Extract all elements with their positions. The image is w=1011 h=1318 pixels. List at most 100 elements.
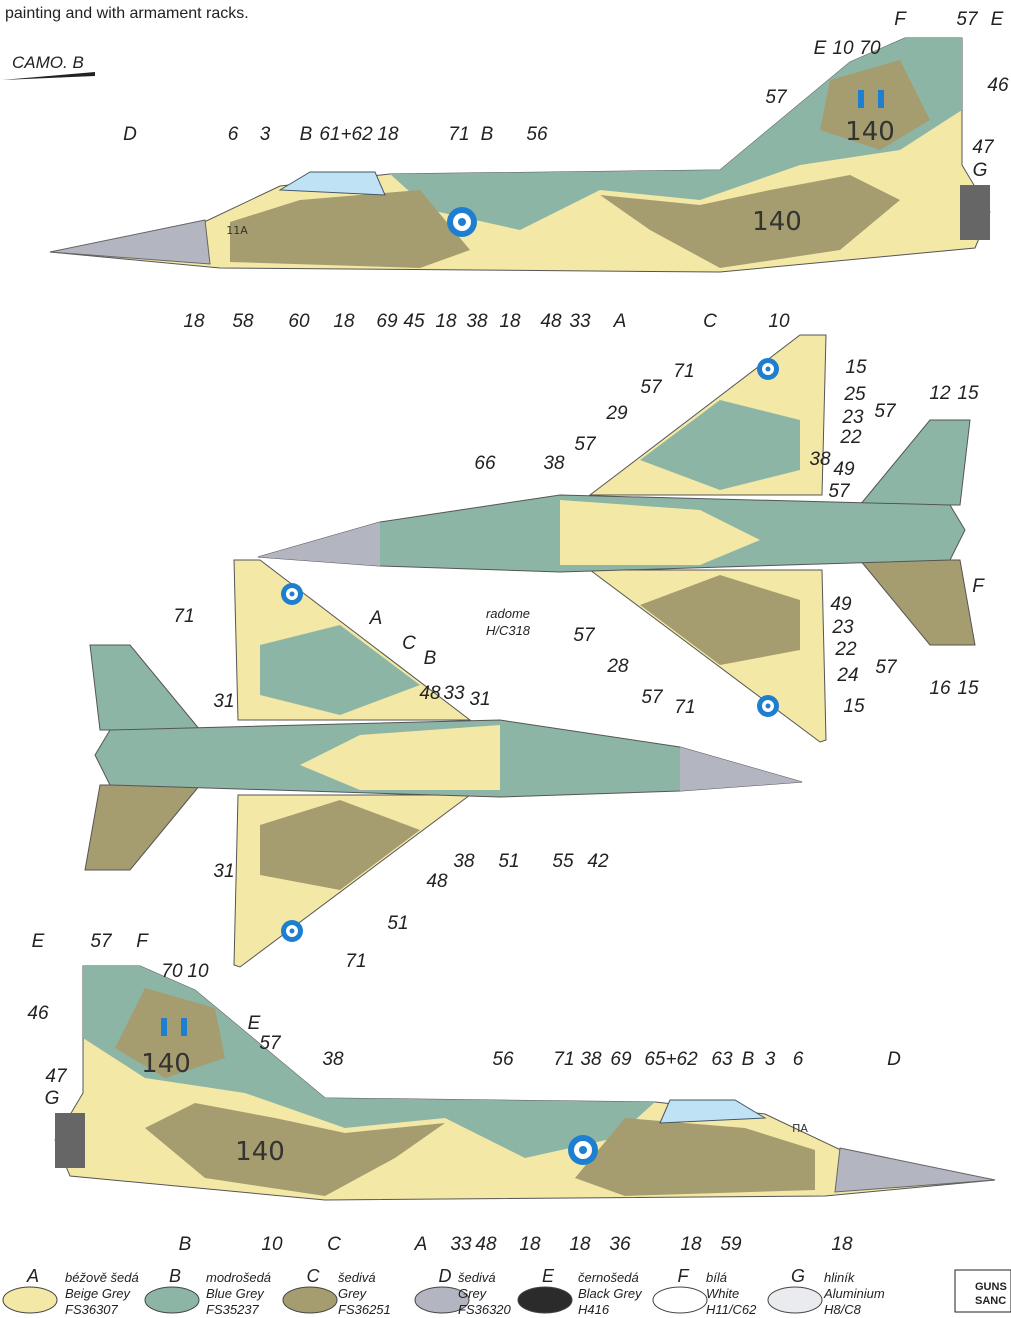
- callout-label: D: [887, 1049, 901, 1070]
- callout-label: 10: [768, 311, 790, 332]
- callout-label: 12: [929, 383, 951, 404]
- legend-swatch: [767, 1286, 823, 1314]
- callout-label: F: [136, 931, 149, 952]
- callout-label: 33: [569, 311, 591, 332]
- callout-label: 6: [228, 124, 239, 145]
- callout-label: 59: [720, 1234, 742, 1255]
- callout-label: 3: [260, 124, 271, 145]
- logo: GUNS SANC: [954, 1269, 1011, 1313]
- callout-label: 57: [573, 625, 596, 646]
- callout-label: 57: [956, 9, 979, 30]
- callout-label: 29: [605, 403, 628, 424]
- callout-label: 3: [765, 1049, 776, 1070]
- callout-label: 57: [259, 1033, 282, 1054]
- callout-label: 49: [830, 594, 852, 615]
- callout-label: 22: [834, 639, 857, 660]
- callout-label: 6: [793, 1049, 804, 1070]
- callout-label: 36: [609, 1234, 631, 1255]
- legend-code: H416: [578, 1302, 610, 1317]
- legend-name-en: Grey: [458, 1286, 488, 1301]
- intro-text: painting and with armament racks.: [5, 5, 249, 22]
- legend-letter: B: [169, 1266, 181, 1286]
- legend-name-cz: šedivá: [338, 1270, 376, 1285]
- legend-code: FS36320: [458, 1302, 512, 1317]
- callout-label: 48: [475, 1234, 497, 1255]
- callout-label: 66: [474, 453, 496, 474]
- legend-name-cz: modrošedá: [206, 1270, 271, 1285]
- callout-label: 18: [183, 311, 205, 332]
- callout-label: 38: [453, 851, 475, 872]
- callout-label: 18: [333, 311, 355, 332]
- legend-name-en: Black Grey: [578, 1286, 643, 1301]
- callout-label: 49: [833, 459, 855, 480]
- callout-label: 57: [90, 931, 113, 952]
- legend-name-cz: hliník: [824, 1270, 856, 1285]
- callout-label: 71: [173, 606, 194, 627]
- callout-label: 10: [261, 1234, 283, 1255]
- aircraft-marking: 140: [235, 1137, 285, 1167]
- callout-label: 16: [929, 678, 951, 699]
- callout-label: 38: [466, 311, 488, 332]
- callout-label: 69: [610, 1049, 632, 1070]
- legend-code: H11/C62: [706, 1302, 757, 1317]
- callout-label: 42: [587, 851, 609, 872]
- callout-label: 24: [836, 665, 858, 686]
- callout-label: 57: [574, 434, 597, 455]
- legend-swatch: [652, 1286, 708, 1314]
- callout-label: E: [814, 38, 827, 59]
- logo-box: [954, 1269, 1011, 1313]
- legend-name-cz: černošedá: [578, 1270, 639, 1285]
- callout-label: 48: [540, 311, 562, 332]
- callout-label: 71: [673, 361, 694, 382]
- callout-label: 71: [553, 1049, 574, 1070]
- legend-swatch: [414, 1286, 470, 1314]
- callout-label: E: [32, 931, 45, 952]
- callout-label: 57: [828, 481, 851, 502]
- callout-label: H/C318: [486, 623, 531, 638]
- callout-label: 65+62: [644, 1049, 698, 1070]
- legend-swatch: [282, 1286, 338, 1314]
- callout-label: C: [402, 633, 416, 654]
- callout-label: A: [369, 608, 383, 629]
- callout-label: 56: [526, 124, 548, 145]
- callout-label: 31: [213, 691, 234, 712]
- callout-label: 23: [831, 617, 854, 638]
- legend-letter: F: [678, 1266, 690, 1286]
- callout-label: 38: [322, 1049, 344, 1070]
- logo-text: SANC: [975, 1295, 1006, 1307]
- callout-label: 33: [450, 1234, 472, 1255]
- callout-label: 71: [345, 951, 366, 972]
- aircraft-left-side: [49, 37, 991, 273]
- callout-label: A: [414, 1234, 428, 1255]
- callout-label: 56: [492, 1049, 514, 1070]
- callout-label: 25: [843, 384, 866, 405]
- callout-label: 18: [569, 1234, 591, 1255]
- camo-underline: [2, 72, 95, 80]
- callout-label: 18: [377, 124, 399, 145]
- callout-label: F: [972, 576, 985, 597]
- legend-letter: D: [439, 1266, 452, 1286]
- callout-label: 57: [641, 687, 664, 708]
- callout-label: G: [45, 1088, 60, 1109]
- callout-label: 18: [499, 311, 521, 332]
- aircraft-marking: 140: [752, 207, 802, 237]
- legend-code: FS36307: [65, 1302, 119, 1317]
- callout-label: 15: [957, 678, 979, 699]
- legend-letter: G: [791, 1266, 805, 1286]
- callout-label: 47: [972, 137, 995, 158]
- callout-label: 58: [232, 311, 254, 332]
- callout-label: 71: [674, 697, 695, 718]
- callout-label: 31: [213, 861, 234, 882]
- callout-label: 10: [187, 961, 209, 982]
- camo-label: CAMO. B: [12, 53, 84, 72]
- legend-name-en: White: [706, 1286, 739, 1301]
- callout-label: 15: [843, 696, 865, 717]
- callout-label: 31: [469, 689, 490, 710]
- callout-label: 71: [448, 124, 469, 145]
- aircraft-marking: 140: [845, 117, 895, 147]
- legend-swatch: [144, 1286, 200, 1314]
- legend-letter: C: [307, 1266, 321, 1286]
- callout-label: 47: [45, 1066, 68, 1087]
- callout-label: B: [424, 648, 437, 669]
- callout-label: 57: [640, 377, 663, 398]
